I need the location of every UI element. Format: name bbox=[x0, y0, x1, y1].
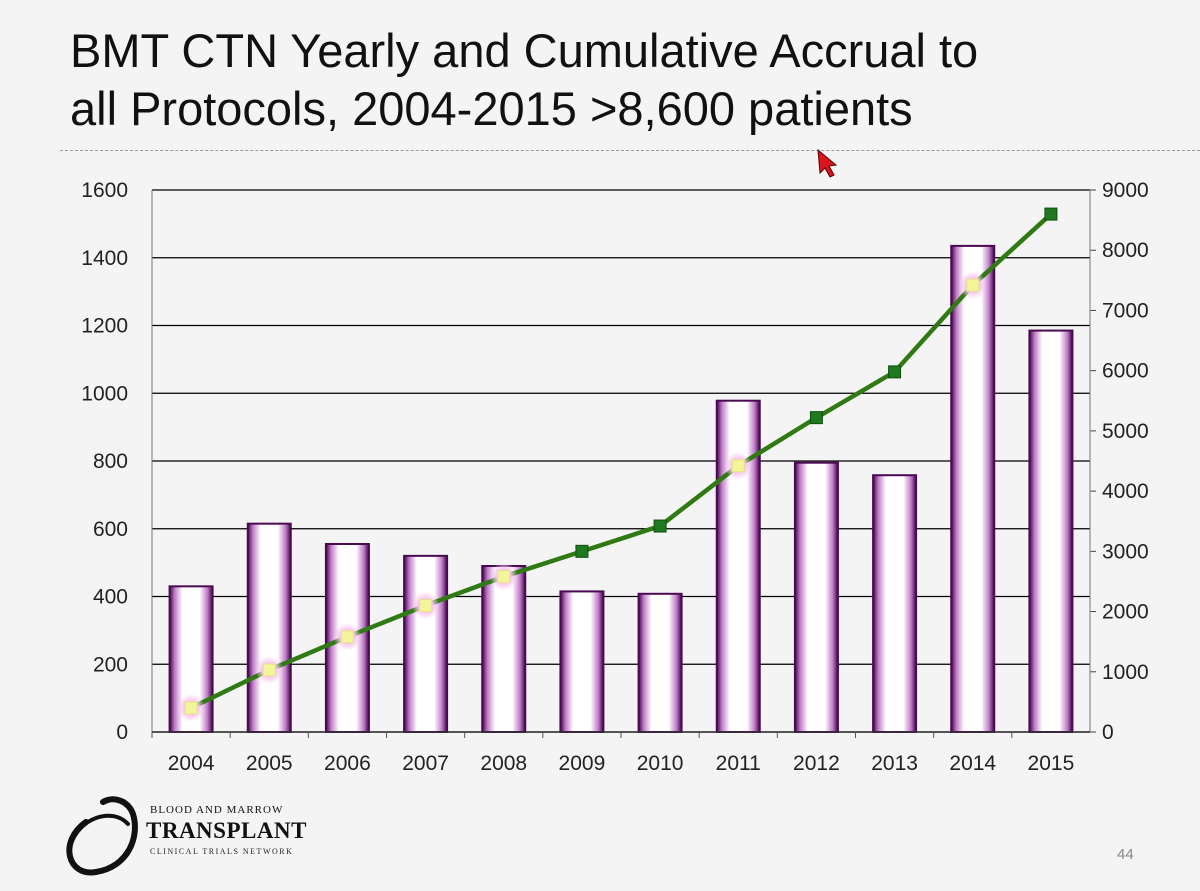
x-axis-tick-label: 2010 bbox=[637, 752, 684, 775]
cumulative-point-marker bbox=[340, 630, 354, 644]
left-axis-tick-label: 800 bbox=[93, 450, 128, 473]
cumulative-point-marker bbox=[731, 459, 745, 473]
right-axis-tick-label: 2000 bbox=[1102, 601, 1149, 624]
x-axis-tick-label: 2006 bbox=[324, 752, 371, 775]
x-axis-tick-label: 2011 bbox=[716, 752, 761, 775]
x-axis-tick-label: 2012 bbox=[793, 752, 840, 775]
x-axis-tick-label: 2004 bbox=[168, 752, 215, 775]
logo-main-text: TRANSPLANT bbox=[146, 818, 307, 843]
cumulative-point-marker bbox=[184, 701, 198, 715]
title-divider bbox=[60, 150, 1200, 151]
left-axis-tick-label: 1000 bbox=[81, 382, 128, 405]
yearly-accrual-bar bbox=[950, 244, 996, 734]
x-axis-tick-label: 2005 bbox=[246, 752, 293, 775]
left-axis-tick-label: 1600 bbox=[81, 179, 128, 202]
left-axis-tick-label: 0 bbox=[116, 721, 128, 744]
cumulative-point-marker bbox=[497, 570, 511, 584]
cumulative-point-marker bbox=[653, 519, 667, 533]
left-axis-tick-label: 400 bbox=[93, 586, 128, 609]
cumulative-point-marker bbox=[575, 544, 589, 558]
right-axis-tick-label: 3000 bbox=[1102, 540, 1149, 563]
cumulative-point-marker bbox=[888, 365, 902, 379]
cumulative-point-marker bbox=[966, 278, 980, 292]
yearly-accrual-bar bbox=[872, 474, 918, 733]
cumulative-accrual-line bbox=[190, 212, 1053, 710]
grid-layer bbox=[152, 189, 1090, 733]
right-axis-tick-label: 9000 bbox=[1102, 179, 1149, 202]
title-line-2: all Protocols, 2004-2015 >8,600 patients bbox=[70, 82, 913, 135]
slide-title: BMT CTN Yearly and Cumulative Accrual to… bbox=[70, 22, 1170, 138]
yearly-accrual-bar bbox=[403, 554, 449, 733]
yearly-accrual-bar bbox=[559, 590, 605, 734]
right-axis-tick-label: 4000 bbox=[1102, 480, 1149, 503]
right-axis-tick-label: 0 bbox=[1102, 721, 1114, 744]
left-axis-tick-label: 1200 bbox=[81, 315, 128, 338]
right-axis-tick-label: 8000 bbox=[1102, 239, 1149, 262]
logo-swirl-icon bbox=[66, 796, 138, 876]
right-axis-tick-label: 1000 bbox=[1102, 661, 1149, 684]
left-axis-tick-label: 600 bbox=[93, 518, 128, 541]
logo-top-text: BLOOD AND MARROW bbox=[150, 804, 284, 816]
axis-layer: 0 200 400 600 800 1000 1200 1400 1600 0 1000 2000 30… bbox=[81, 179, 1148, 775]
yearly-accrual-bar bbox=[246, 522, 292, 734]
x-axis-tick-label: 2013 bbox=[871, 752, 918, 775]
x-axis-tick-label: 2009 bbox=[559, 752, 606, 775]
yearly-accrual-bar bbox=[793, 461, 839, 733]
yearly-accrual-bar bbox=[637, 592, 683, 733]
cumulative-point-marker bbox=[419, 599, 433, 613]
right-axis-tick-label: 5000 bbox=[1102, 420, 1149, 443]
yearly-accrual-bar bbox=[481, 565, 527, 734]
cumulative-point-marker bbox=[1044, 207, 1058, 221]
x-axis-tick-label: 2015 bbox=[1028, 752, 1075, 775]
x-axis-tick-label: 2007 bbox=[402, 752, 449, 775]
yearly-accrual-bar bbox=[715, 399, 761, 733]
cumulative-line-layer bbox=[177, 207, 1058, 722]
cumulative-point-marker bbox=[809, 411, 823, 425]
bars-layer bbox=[168, 244, 1074, 734]
x-axis-tick-label: 2008 bbox=[480, 752, 527, 775]
left-axis-tick-label: 1400 bbox=[81, 247, 128, 270]
pointer-cursor-icon bbox=[817, 148, 838, 178]
left-axis-tick-label: 200 bbox=[93, 653, 128, 676]
logo-sub-text: CLINICAL TRIALS NETWORK bbox=[150, 847, 294, 856]
x-axis-tick-label: 2014 bbox=[949, 752, 996, 775]
bmt-ctn-logo: BLOOD AND MARROW TRANSPLANT CLINICAL TRI… bbox=[58, 792, 358, 882]
right-axis-tick-label: 7000 bbox=[1102, 299, 1149, 322]
right-axis-tick-label: 6000 bbox=[1102, 360, 1149, 383]
cumulative-point-marker bbox=[262, 663, 276, 677]
title-line-1: BMT CTN Yearly and Cumulative Accrual to bbox=[70, 24, 979, 77]
yearly-accrual-bar bbox=[1028, 329, 1074, 733]
page-number: 44 bbox=[1117, 846, 1134, 863]
